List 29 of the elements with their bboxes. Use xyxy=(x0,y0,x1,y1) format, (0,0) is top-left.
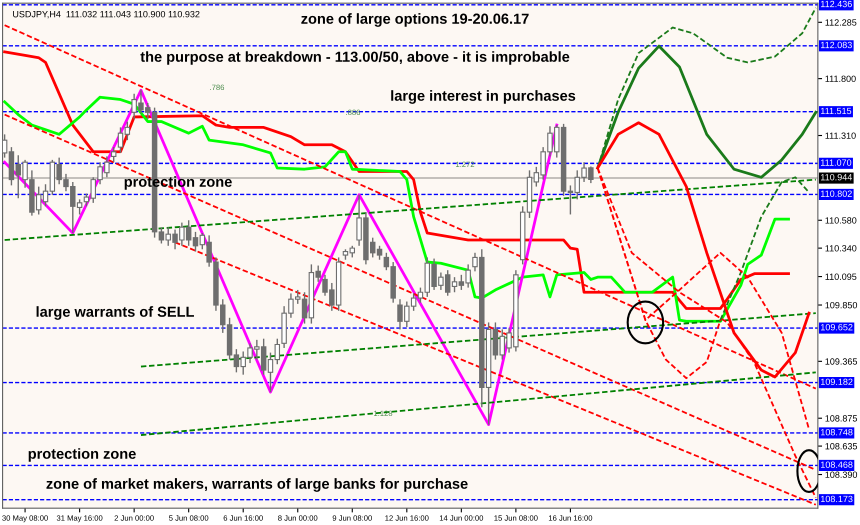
y-tick-label: 108.390 xyxy=(825,471,858,478)
y-tick-label: 109.850 xyxy=(825,302,858,308)
annotation: the purpose at breakdown - 113.00/50, above - it is improbable xyxy=(140,51,570,65)
ref-line-label: 108.468 xyxy=(820,462,853,468)
ref-line-label: 110.944 xyxy=(820,174,852,180)
ref-line-label: 109.182 xyxy=(820,378,852,385)
y-tick-label: 108.635 xyxy=(825,443,858,450)
y-tick-label: 110.340 xyxy=(825,245,856,252)
ref-line-label: 110.802 xyxy=(820,190,852,197)
y-tick-label: 108.875 xyxy=(825,415,858,422)
y-tick-label: 110.580 xyxy=(825,217,856,224)
y-tick-label: 110.095 xyxy=(825,274,856,280)
y-tick-label: 111.310 xyxy=(825,132,856,139)
ref-line-label: 108.173 xyxy=(820,496,853,502)
ref-line-label: 111.070 xyxy=(820,159,852,166)
y-tick-label: 109.365 xyxy=(825,358,858,365)
y-tick-label: 111.800 xyxy=(825,76,856,82)
y-tick-label: 112.285 xyxy=(825,19,856,26)
annotation: zone of large options 19-20.06.17 xyxy=(301,13,529,27)
ref-line-label: 109.652 xyxy=(820,324,852,330)
ref-line-label: 112.436 xyxy=(820,0,852,8)
text: USDJPY,H4 111.032 111.043 110.900 110.932 xyxy=(13,10,200,18)
ref-line-label: 111.515 xyxy=(820,108,852,114)
ref-line-label: 108.748 xyxy=(820,428,853,436)
annotation: large warrants of SELL xyxy=(36,306,194,320)
ref-line-label: 112.083 xyxy=(820,42,852,48)
annotation: large interest in purchases xyxy=(391,90,576,104)
annotation: protection zone xyxy=(28,448,136,462)
annotation: zone of market makers, warrants of large banks for purchase xyxy=(46,478,468,492)
